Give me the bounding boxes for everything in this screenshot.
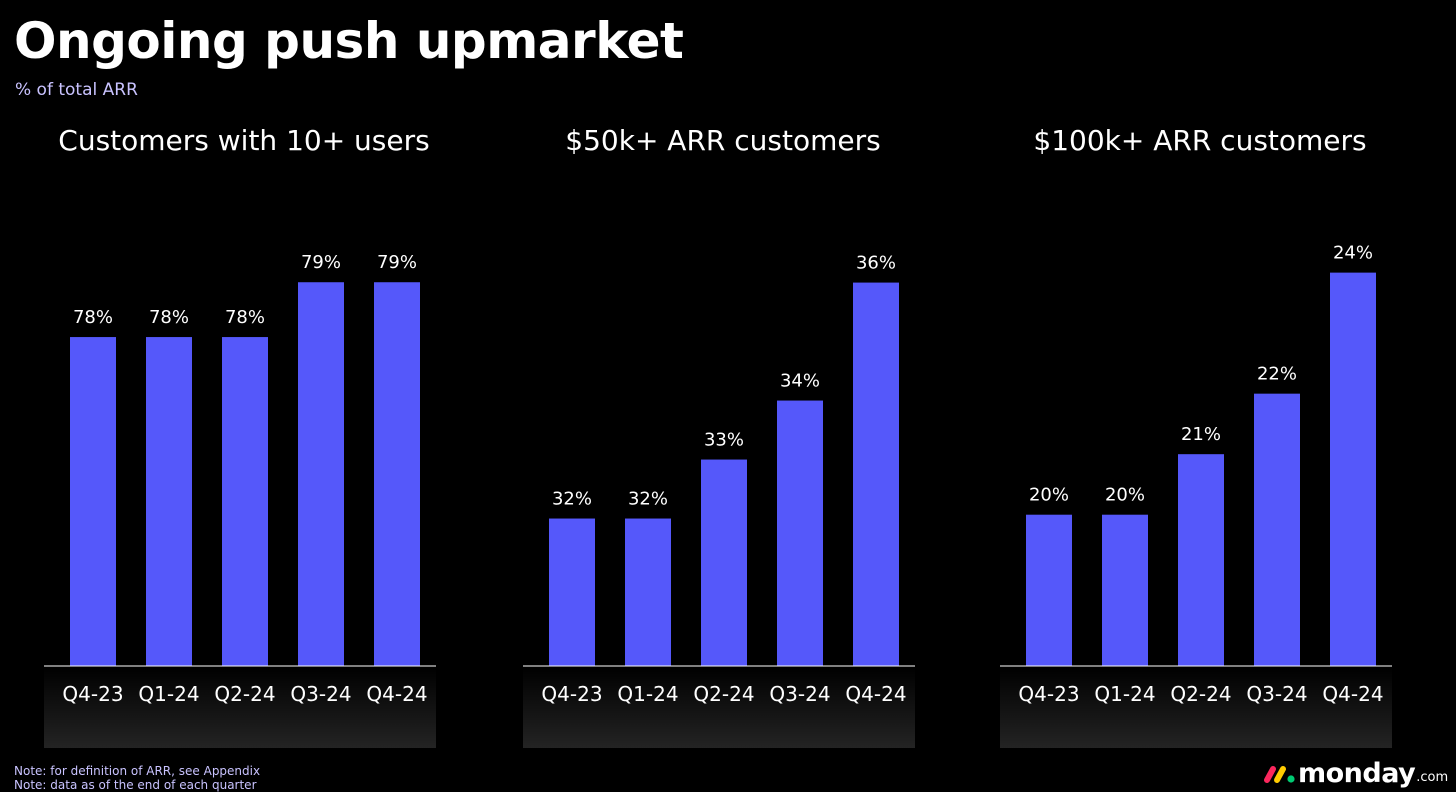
chart-50k-arr-customers: $50k+ ARR customers 32% Q4-23 32% Q1-24 33% Q… [503, 0, 943, 792]
brand-tld: .com [1416, 770, 1449, 785]
bar-q3-24 [1254, 393, 1300, 666]
chart-plot: 78% Q4-23 78% Q1-24 78% Q2-24 79% Q3-24 79% Q4-24 [44, 252, 436, 748]
data-label: 33% [704, 430, 744, 451]
bar-q4-24 [1330, 272, 1376, 666]
data-label: 22% [1257, 364, 1297, 385]
bar-q3-24 [777, 400, 823, 666]
footnote: Note: data as of the end of each quarter [14, 778, 257, 792]
page-subtitle: % of total ARR [15, 80, 138, 100]
bar-q4-23 [549, 518, 595, 666]
bar-q1-24 [1102, 514, 1148, 666]
data-label: 20% [1029, 485, 1069, 506]
axis-fade [1000, 666, 1392, 748]
data-label: 32% [552, 489, 592, 510]
axis-fade [523, 666, 915, 748]
brand-name: monday [1298, 757, 1416, 789]
x-tick-label: Q4-23 [62, 682, 123, 706]
x-tick-label: Q4-24 [845, 682, 906, 706]
x-tick-label: Q1-24 [138, 682, 199, 706]
bar-q2-24 [222, 337, 268, 666]
chart-plot: 32% Q4-23 32% Q1-24 33% Q2-24 34% Q3-24 36% Q4-24 [523, 253, 915, 748]
x-tick-label: Q3-24 [769, 682, 830, 706]
x-tick-label: Q4-23 [541, 682, 602, 706]
chart-customers-10-plus-users: Customers with 10+ users 78% Q4-23 78% Q1-2… [24, 0, 464, 792]
x-tick-label: Q4-24 [1322, 682, 1383, 706]
chart-title: $50k+ ARR customers [565, 124, 881, 157]
bar-q1-24 [146, 337, 192, 666]
data-label: 32% [628, 489, 668, 510]
x-tick-label: Q2-24 [214, 682, 275, 706]
x-tick-label: Q1-24 [617, 682, 678, 706]
brand-logo: monday .com [1262, 757, 1449, 789]
x-tick-label: Q3-24 [1246, 682, 1307, 706]
monday-logo-icon [1264, 766, 1295, 783]
bar-q4-24 [853, 282, 899, 666]
axis-fade [44, 666, 436, 748]
data-label: 24% [1333, 243, 1373, 264]
x-tick-label: Q1-24 [1094, 682, 1155, 706]
footnotes: Note: for definition of ARR, see Appendi… [14, 764, 260, 792]
bar-q3-24 [298, 282, 344, 666]
data-label: 79% [377, 252, 417, 273]
chart-100k-arr-customers: $100k+ ARR customers 20% Q4-23 20% Q1-24 21%… [980, 0, 1420, 792]
data-label: 79% [301, 252, 341, 273]
bar-q2-24 [1178, 454, 1224, 666]
chart-title: Customers with 10+ users [58, 124, 430, 157]
x-tick-label: Q2-24 [693, 682, 754, 706]
bar-q2-24 [701, 459, 747, 666]
data-label: 78% [225, 307, 265, 328]
bar-q4-23 [1026, 514, 1072, 666]
page-title: Ongoing push upmarket [14, 12, 684, 70]
bar-q4-24 [374, 282, 420, 666]
x-tick-label: Q2-24 [1170, 682, 1231, 706]
chart-plot: 20% Q4-23 20% Q1-24 21% Q2-24 22% Q3-24 24% Q4-24 [1000, 243, 1392, 748]
bar-q4-23 [70, 337, 116, 666]
data-label: 78% [149, 307, 189, 328]
x-tick-label: Q4-24 [366, 682, 427, 706]
data-label: 20% [1105, 485, 1145, 506]
data-label: 36% [856, 253, 896, 274]
data-label: 21% [1181, 424, 1221, 445]
x-tick-label: Q3-24 [290, 682, 351, 706]
data-label: 34% [780, 371, 820, 392]
x-tick-label: Q4-23 [1018, 682, 1079, 706]
bar-q1-24 [625, 518, 671, 666]
chart-title: $100k+ ARR customers [1033, 124, 1367, 157]
footnote: Note: for definition of ARR, see Appendi… [14, 764, 261, 778]
data-label: 78% [73, 307, 113, 328]
